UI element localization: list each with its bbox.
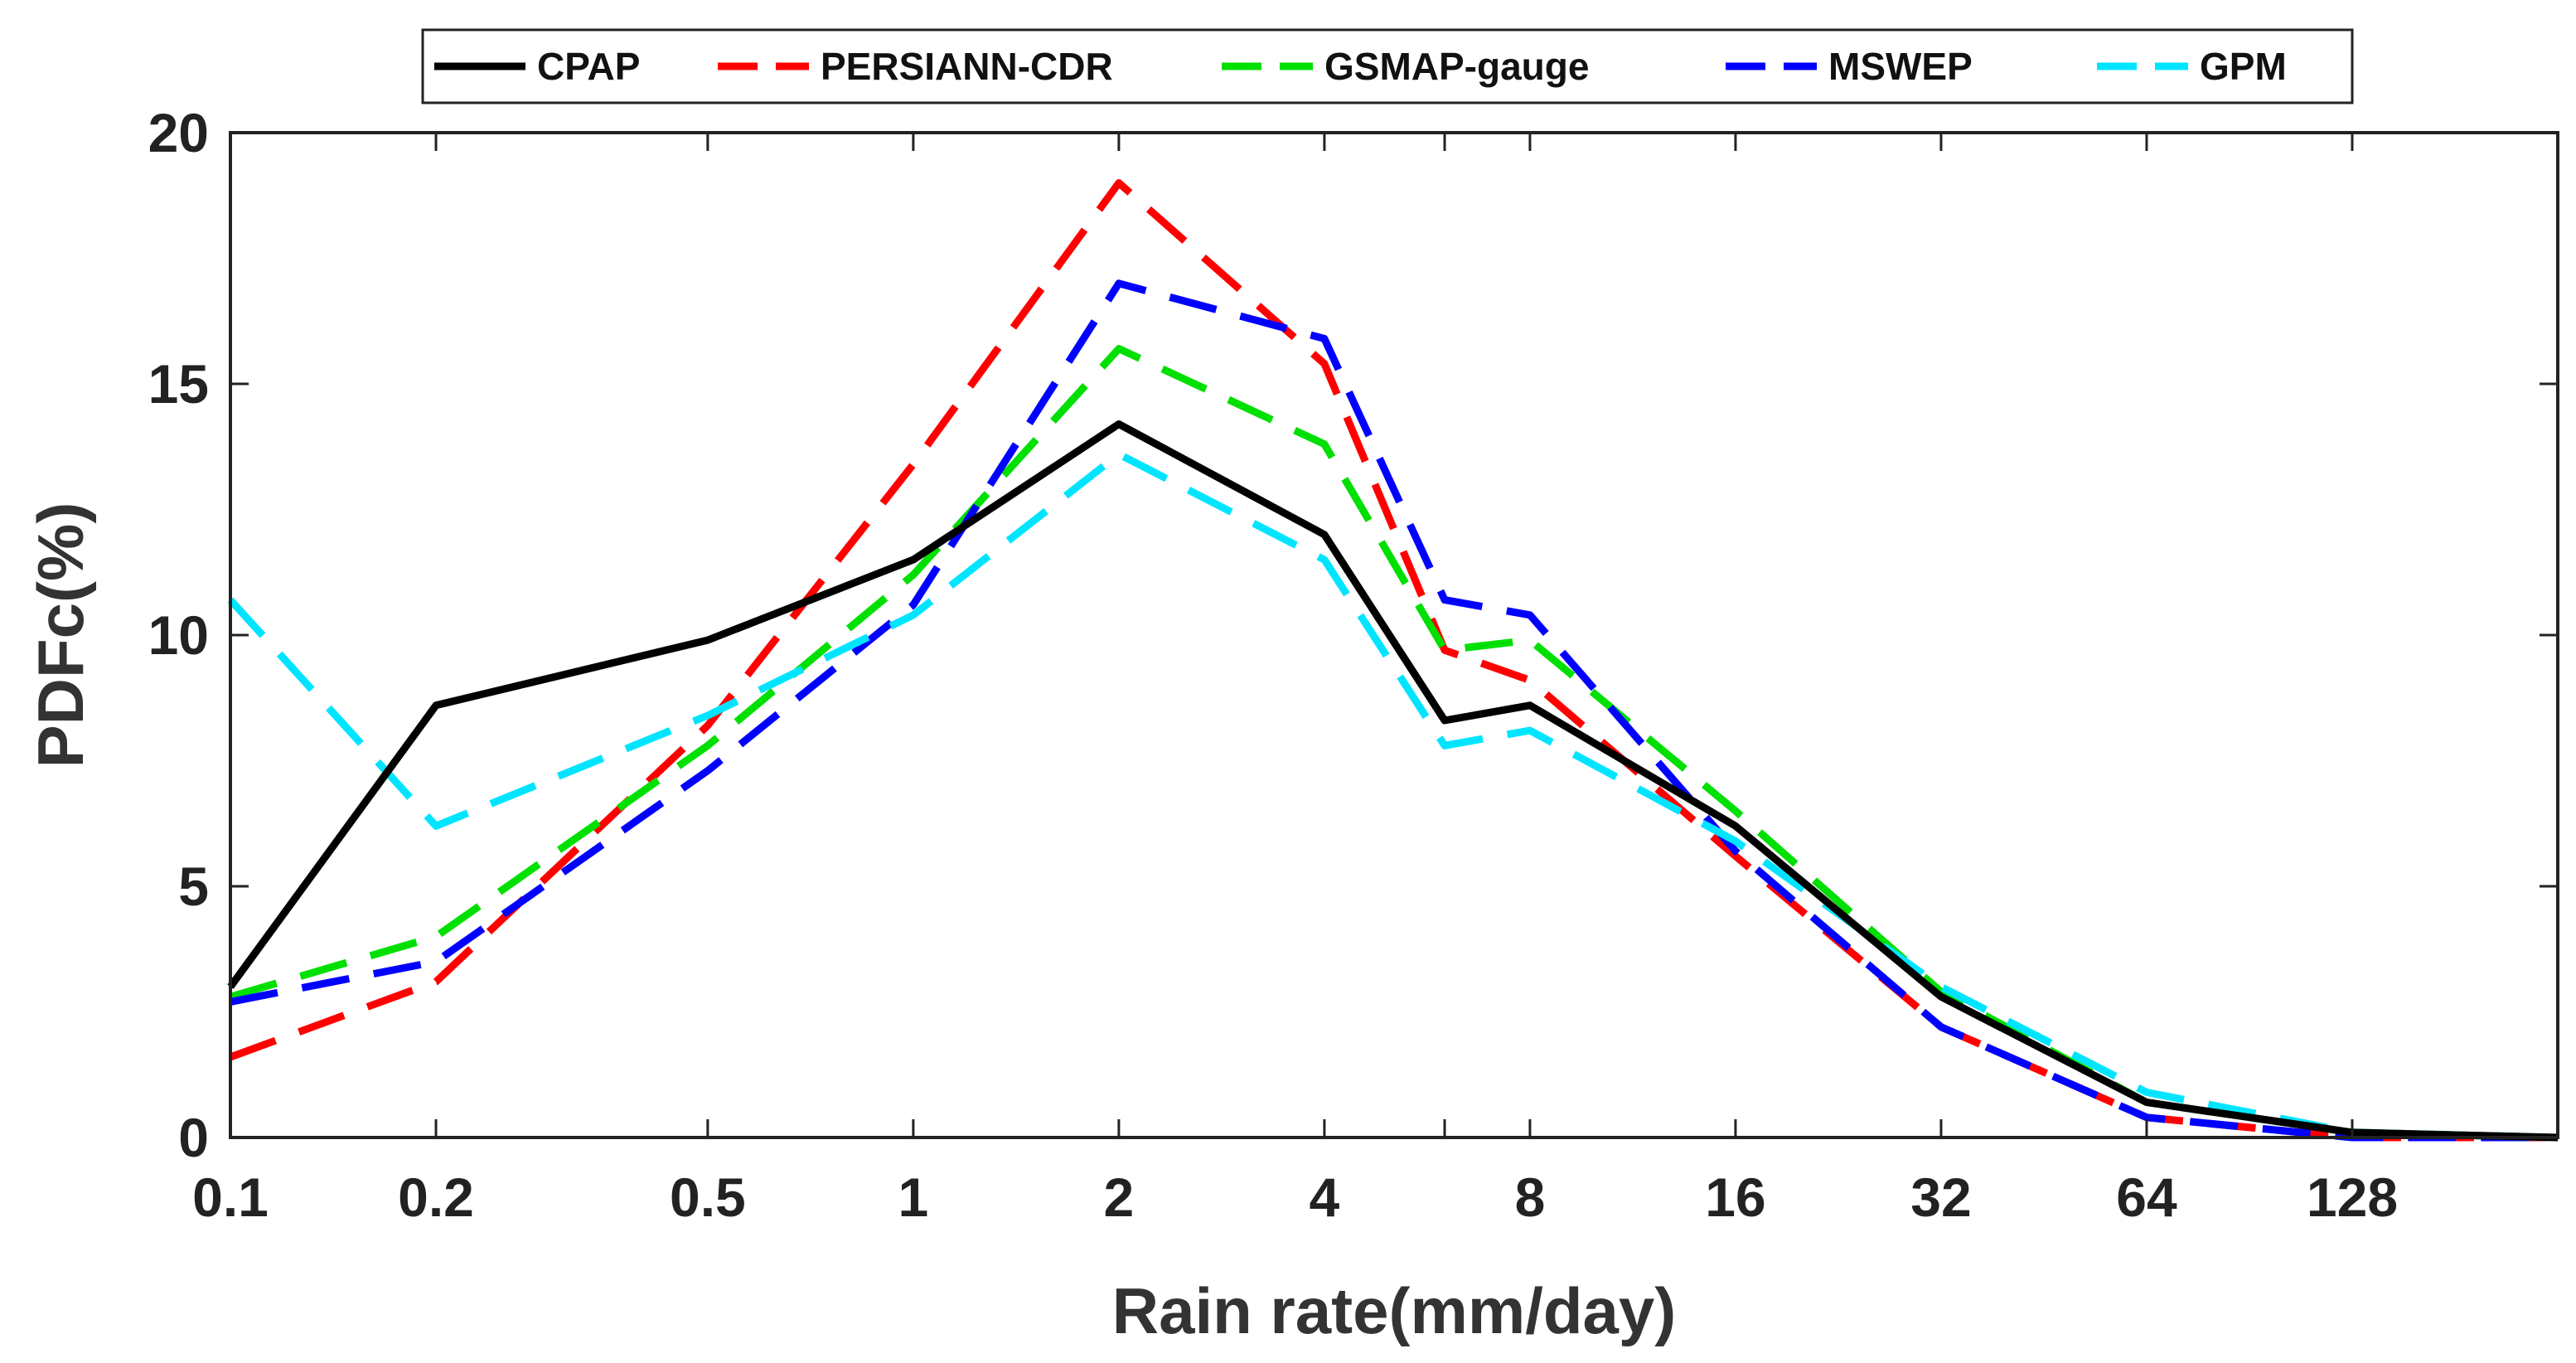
x-axis-title: Rain rate(mm/day) bbox=[1112, 1274, 1677, 1347]
legend-label: GPM bbox=[2200, 45, 2287, 88]
series-lines bbox=[227, 179, 2559, 1142]
x-tick-label: 64 bbox=[2116, 1167, 2177, 1228]
x-tick-label: 2 bbox=[1104, 1167, 1135, 1228]
legend-label: PERSIANN-CDR bbox=[821, 45, 1113, 88]
axis-ticks: 0 5 10 15 20 0.1 0.2 0.5 1 2 4 8 16 32 64 128 bbox=[148, 102, 2559, 1228]
x-tick-label: 0.5 bbox=[670, 1167, 746, 1228]
y-tick-label: 15 bbox=[148, 353, 209, 415]
y-tick-label: 5 bbox=[178, 856, 209, 917]
x-tick-label: 8 bbox=[1515, 1167, 1546, 1228]
x-tick-label: 0.2 bbox=[398, 1167, 474, 1228]
series-line-mswep bbox=[230, 279, 2558, 1142]
y-tick-label: 0 bbox=[178, 1107, 209, 1168]
y-axis-title: PDFc(%) bbox=[24, 502, 97, 769]
series-line-gpm bbox=[227, 450, 2559, 1142]
x-tick-label: 128 bbox=[2307, 1167, 2398, 1228]
legend-label: MSWEP bbox=[1828, 45, 1973, 88]
y-tick-label: 20 bbox=[148, 102, 209, 163]
legend: CPAP PERSIANN-CDR GSMAP-gauge MSWEP GPM bbox=[421, 28, 2354, 104]
x-tick-label: 1 bbox=[898, 1167, 929, 1228]
x-tick-label: 0.1 bbox=[192, 1167, 269, 1228]
x-tick-label: 32 bbox=[1910, 1167, 1971, 1228]
x-tick-label: 16 bbox=[1705, 1167, 1765, 1228]
legend-label: GSMAP-gauge bbox=[1324, 45, 1589, 88]
series-line-cpap bbox=[227, 420, 2559, 1142]
legend-label: CPAP bbox=[537, 45, 640, 88]
y-tick-label: 10 bbox=[148, 604, 209, 666]
x-tick-label: 4 bbox=[1310, 1167, 1340, 1228]
